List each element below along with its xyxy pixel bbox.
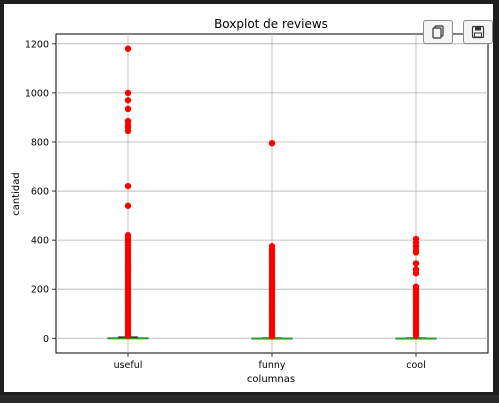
- copy-icon: [432, 25, 444, 39]
- outlier-point: [268, 139, 276, 147]
- outlier-point: [412, 249, 420, 256]
- x-tick-label: useful: [114, 360, 143, 371]
- save-button[interactable]: [463, 20, 493, 44]
- outlier-point: [124, 97, 132, 104]
- y-axis-label: cantidad: [11, 172, 22, 216]
- outlier-points: [124, 45, 420, 340]
- y-tick-label: 1000: [25, 88, 49, 99]
- boxplot-chart: 0 200 400 600 800 1000 1200 useful funny cool Bo…: [11, 17, 489, 385]
- outlier-point: [124, 45, 132, 52]
- y-tick-label: 0: [43, 334, 49, 345]
- outlier-point: [268, 333, 276, 340]
- outlier-point: [412, 332, 420, 340]
- outlier-point: [412, 260, 420, 267]
- x-axis-label: columnas: [247, 374, 295, 385]
- outlier-point: [124, 89, 132, 97]
- save-icon: [471, 25, 485, 39]
- outlier-point: [124, 182, 132, 190]
- x-tick-label: funny: [258, 360, 285, 371]
- outlier-point: [412, 270, 420, 277]
- outlier-point: [124, 127, 132, 135]
- y-axis: 0 200 400 600 800 1000 1200: [25, 39, 56, 345]
- bottom-scroll-strip: [0, 395, 499, 403]
- figure-canvas: 0 200 400 600 800 1000 1200 useful funny cool Bo…: [4, 4, 493, 392]
- y-tick-label: 1200: [25, 39, 49, 50]
- x-axis: useful funny cool: [114, 353, 426, 371]
- copy-button[interactable]: [423, 20, 453, 44]
- chart-title: Boxplot de reviews: [214, 17, 328, 31]
- outlier-point: [124, 332, 132, 340]
- y-tick-label: 200: [31, 285, 49, 296]
- outlier-point: [124, 105, 132, 113]
- y-tick-label: 800: [31, 137, 49, 148]
- y-tick-label: 600: [31, 187, 49, 198]
- y-tick-label: 400: [31, 236, 49, 247]
- x-tick-label: cool: [406, 360, 426, 371]
- outlier-point: [124, 202, 132, 209]
